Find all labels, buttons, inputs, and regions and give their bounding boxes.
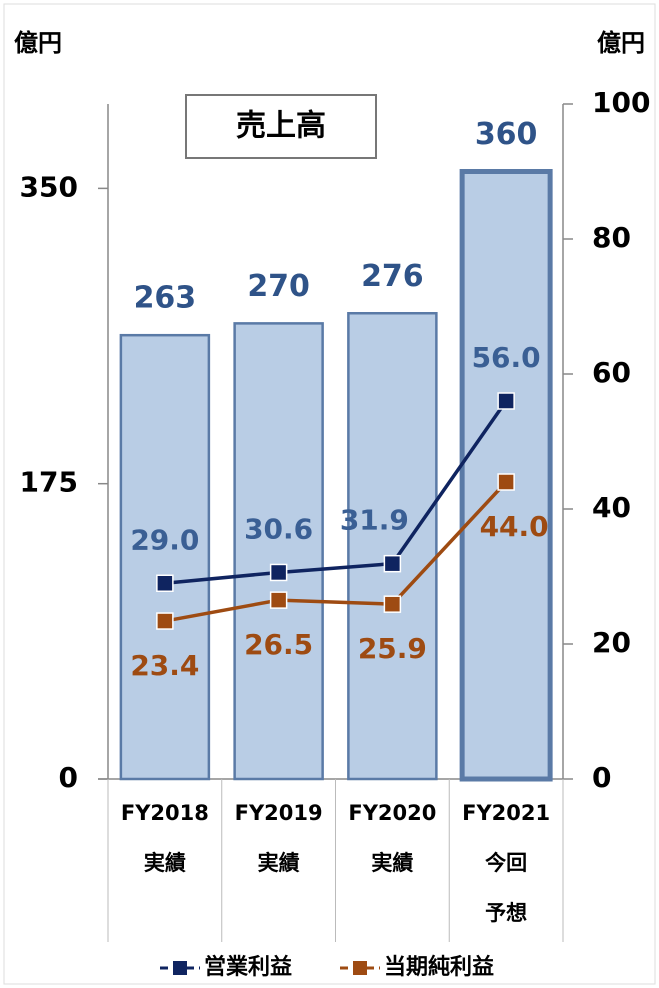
legend-marker bbox=[173, 961, 187, 975]
line-value-label: 25.9 bbox=[358, 632, 427, 665]
marker bbox=[497, 473, 515, 491]
bar-value-label: 263 bbox=[134, 281, 197, 316]
line-value-label: 30.6 bbox=[244, 512, 313, 545]
line-value-label: 29.0 bbox=[130, 523, 199, 556]
x-tick-label: FY2018 bbox=[121, 801, 209, 825]
bar-series-name: 売上高 bbox=[236, 109, 326, 144]
y2-tick-label: 40 bbox=[592, 491, 631, 524]
y2-tick-label: 20 bbox=[592, 626, 631, 659]
bar-value-label: 270 bbox=[247, 269, 310, 304]
line-value-label: 31.9 bbox=[340, 504, 409, 537]
line-value-label: 44.0 bbox=[480, 510, 549, 543]
bar bbox=[233, 322, 324, 781]
x-tick-label: 予想 bbox=[485, 901, 527, 925]
y2-tick-label: 0 bbox=[592, 761, 611, 794]
marker bbox=[497, 392, 515, 410]
legend-label: 営業利益 bbox=[204, 954, 292, 980]
bar-value-label: 360 bbox=[475, 117, 538, 152]
marker bbox=[156, 612, 174, 630]
line bbox=[164, 480, 508, 623]
y-tick-label: 0 bbox=[59, 761, 78, 794]
bar bbox=[119, 333, 211, 781]
y2-tick-label: 60 bbox=[592, 356, 631, 389]
y-tick-label: 175 bbox=[20, 466, 78, 499]
marker bbox=[156, 574, 174, 592]
y2-axis-label: 億円 bbox=[597, 29, 645, 57]
bar-name-box bbox=[185, 94, 377, 159]
bar bbox=[347, 312, 438, 781]
x-tick-label: 実績 bbox=[144, 851, 186, 875]
line-value-label: 26.5 bbox=[244, 628, 313, 661]
x-tick-label: FY2019 bbox=[235, 801, 323, 825]
line bbox=[164, 399, 508, 585]
legend-marker bbox=[353, 961, 367, 975]
x-tick-label: FY2021 bbox=[462, 801, 550, 825]
bar-value-label: 276 bbox=[361, 259, 424, 294]
marker bbox=[383, 554, 402, 573]
y2-tick-label: 80 bbox=[592, 221, 631, 254]
marker bbox=[269, 563, 288, 582]
marker bbox=[383, 595, 402, 613]
y-axis-label: 億円 bbox=[14, 29, 62, 57]
line-value-label: 56.0 bbox=[472, 341, 541, 374]
legend-label: 当期純利益 bbox=[384, 954, 494, 980]
line-value-label: 23.4 bbox=[130, 649, 199, 682]
x-tick-label: 実績 bbox=[371, 851, 413, 875]
marker bbox=[269, 591, 288, 609]
x-tick-label: FY2020 bbox=[348, 801, 436, 825]
y-tick-label: 350 bbox=[20, 170, 78, 203]
x-tick-label: 実績 bbox=[258, 851, 300, 875]
x-tick-label: 今回 bbox=[485, 851, 527, 875]
y2-tick-label: 100 bbox=[592, 86, 650, 119]
